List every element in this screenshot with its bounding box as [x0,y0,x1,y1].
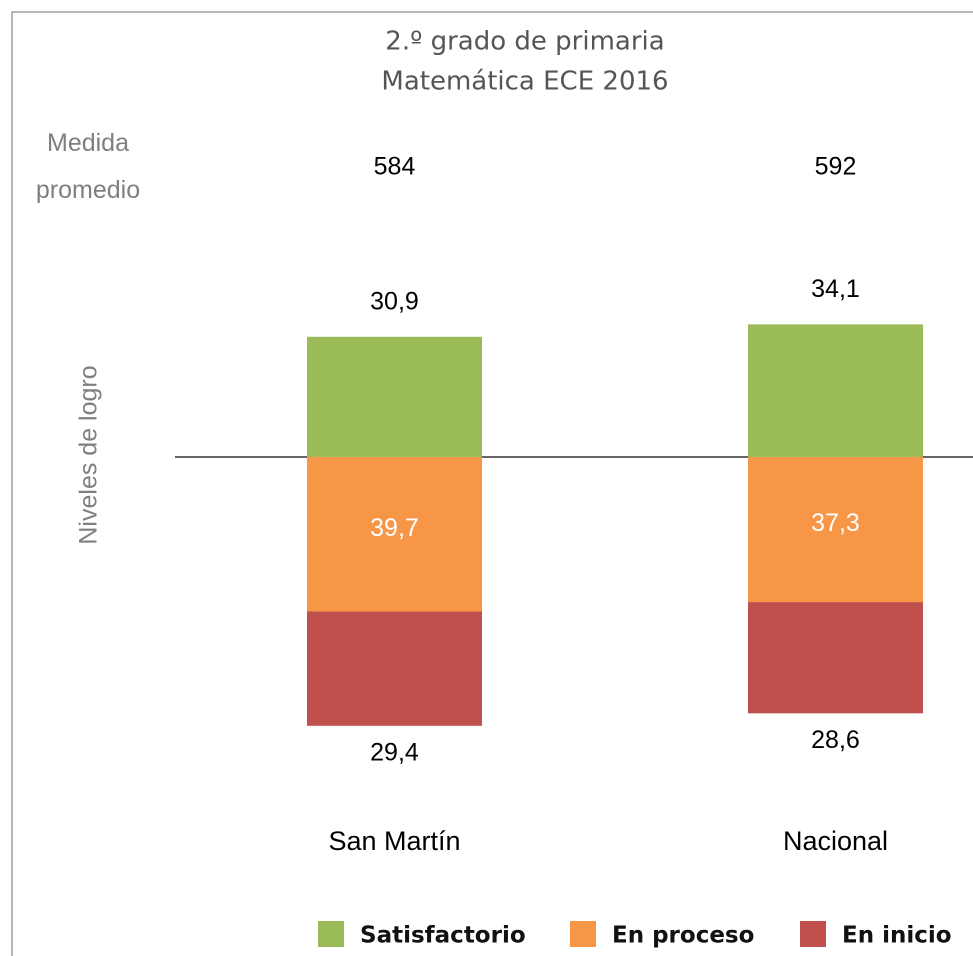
category-label: San Martín [328,826,460,856]
value-label: 37,3 [811,509,860,537]
chart-subtitle: Matemática ECE 2016 [381,67,668,97]
measure-label: Medida promedio [35,129,141,204]
value-label: 29,4 [370,738,419,766]
measure-value: 584 [374,153,416,181]
axis-label: Niveles de logro [75,365,103,544]
legend-label: Satisfactorio [360,923,526,949]
value-label: 30,9 [370,287,419,315]
bar-segment [307,457,482,612]
bar-segment [307,611,482,726]
category-label: Nacional [783,826,888,856]
measure-value: 592 [815,153,857,181]
legend-swatch [318,921,344,947]
bar-segment [307,336,482,457]
legend-label: En proceso [612,923,754,949]
value-label: 28,6 [811,726,860,754]
legend-swatch [800,921,826,947]
bar-segment [748,602,923,714]
bar-segment [748,457,923,603]
value-label: 39,7 [370,514,419,542]
value-label: 34,1 [811,275,860,303]
frame [11,11,973,956]
chart-title: 2.º grado de primaria [385,27,664,57]
bar-segment [748,324,923,457]
legend-label: En inicio [842,923,952,949]
legend-swatch [570,921,596,947]
